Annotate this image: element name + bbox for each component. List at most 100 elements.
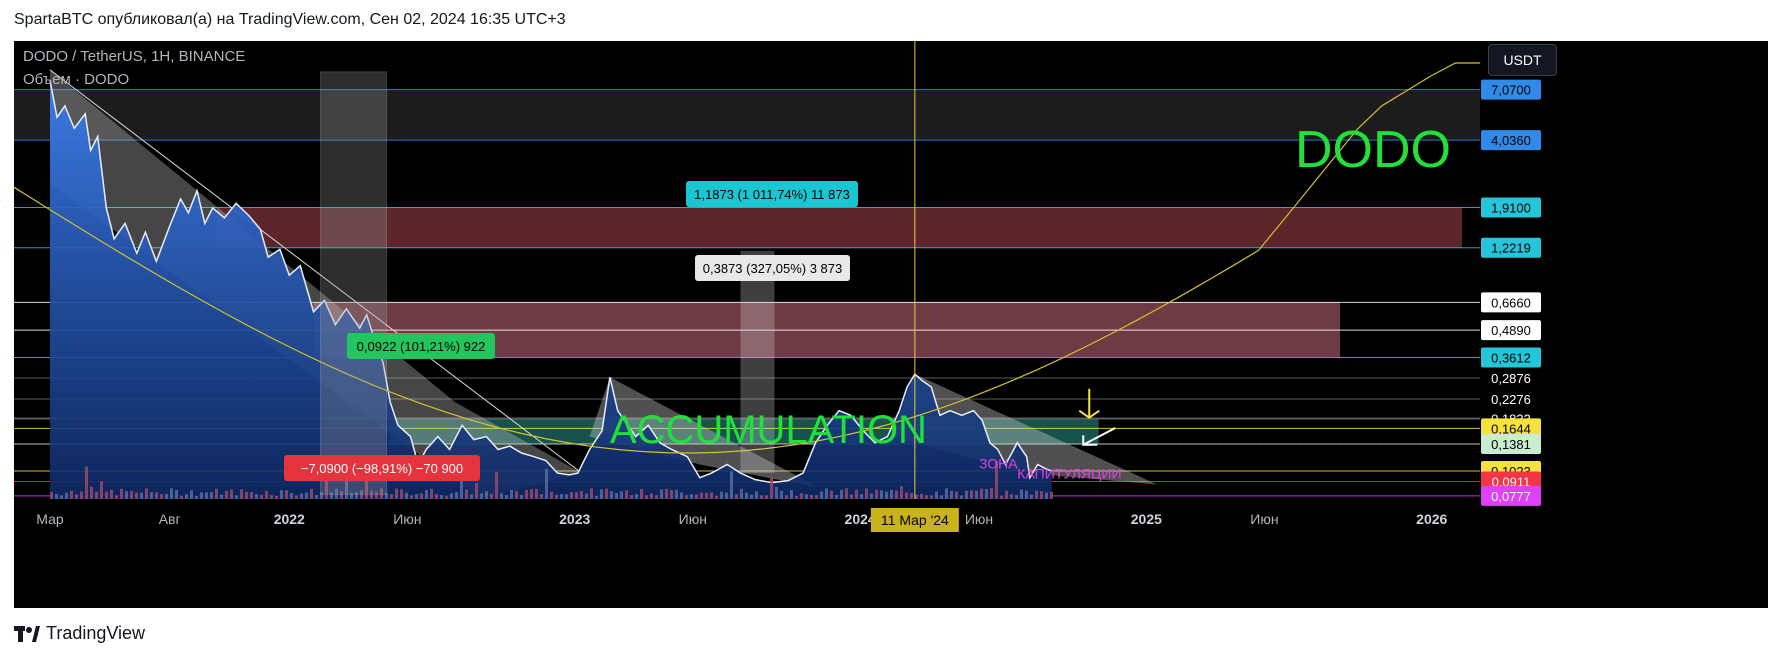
volume-bar	[260, 494, 263, 499]
volume-bar	[605, 488, 608, 499]
volume-bar	[970, 490, 973, 499]
volume-bar	[380, 488, 383, 499]
measure-label-rise-small: 0,0922 (101,21%) 922	[357, 339, 486, 354]
volume-bar	[590, 488, 593, 499]
volume-bar	[780, 490, 783, 499]
volume-bar	[635, 493, 638, 499]
volume-bar	[1010, 494, 1013, 499]
volume-bar	[215, 488, 218, 499]
volume-bar	[170, 488, 173, 499]
volume-bar	[230, 489, 233, 499]
volume-bar	[760, 495, 763, 499]
volume-bar	[190, 490, 193, 499]
volume-bar	[960, 495, 963, 499]
chart-frame[interactable]: ACCUMULATION DODO ЗОНА КАПИТУЛЯЦИИ DODO / Te…	[14, 41, 1768, 608]
volume-bar	[160, 494, 163, 499]
volume-bar	[905, 492, 908, 499]
volume-bar	[965, 490, 968, 499]
price-axis-label: 0,1644	[1491, 421, 1531, 436]
chart-subtitle: Объем · DODO	[23, 71, 129, 88]
volume-bar	[715, 495, 718, 499]
volume-bar	[950, 490, 953, 499]
tradingview-logo-icon	[14, 625, 40, 642]
price-axis-label: 0,4890	[1491, 323, 1531, 338]
measure-label-rise-mid-bg	[695, 255, 850, 281]
volume-bar	[920, 493, 923, 499]
volume-bar	[250, 492, 253, 499]
volume-bar	[180, 495, 183, 499]
volume-bar	[680, 492, 683, 499]
volume-bar	[725, 492, 728, 499]
volume-bar	[465, 489, 468, 499]
volume-bar	[75, 494, 78, 499]
time-axis-tick: 2023	[559, 511, 590, 527]
volume-bar	[600, 489, 603, 499]
volume-bar	[365, 472, 368, 499]
volume-bar	[125, 491, 128, 499]
measure-label-rise-small-bg	[347, 333, 495, 359]
volume-bar	[890, 489, 893, 499]
volume-bar	[810, 495, 813, 499]
arrow-down-left-white	[1082, 427, 1116, 446]
volume-bar	[820, 491, 823, 499]
volume-bar	[495, 472, 498, 499]
volume-bar	[305, 492, 308, 499]
volume-bar	[540, 494, 543, 499]
time-axis[interactable]	[14, 499, 1480, 608]
volume-bar	[930, 495, 933, 499]
currency-button[interactable]: USDT	[1488, 44, 1557, 76]
volume-bar	[585, 493, 588, 499]
volume-bar	[865, 488, 868, 499]
volume-bar	[535, 488, 538, 499]
volume-bar	[1035, 490, 1038, 499]
volume-bar	[130, 490, 133, 499]
volume-bar	[645, 495, 648, 499]
volume-bar	[1020, 489, 1023, 499]
volume-bar	[340, 490, 343, 499]
volume-bar	[70, 490, 73, 499]
measure-box-rise	[740, 250, 775, 474]
volume-bar	[395, 488, 398, 499]
volume-bar	[730, 471, 733, 499]
time-axis-tick: 2026	[1416, 511, 1447, 527]
price-axis-label: 0,0911	[1492, 474, 1531, 489]
volume-bar	[720, 491, 723, 499]
volume-bar	[300, 493, 303, 499]
price-axis-badge	[1481, 79, 1541, 100]
volume-bar	[320, 492, 323, 499]
price-axis-label: 7,0700	[1491, 83, 1531, 98]
time-axis-tick: Мар	[36, 511, 64, 527]
price-axis-label: 0,3612	[1491, 350, 1531, 365]
price-axis-label: 0,2876	[1491, 371, 1531, 386]
volume-bar	[550, 491, 553, 499]
price-axis-badge	[1481, 130, 1541, 151]
annotation-accumulation: ACCUMULATION	[610, 408, 927, 452]
volume-bar	[55, 494, 58, 499]
volume-bar	[775, 486, 778, 499]
publish-caption: SpartaBTC опубликовал(а) на TradingView.…	[14, 11, 566, 28]
volume-bar	[690, 494, 693, 499]
volume-bar	[805, 494, 808, 499]
crosshair-date-label: 11 Мар '24	[881, 512, 949, 528]
volume-bar	[750, 494, 753, 499]
price-axis-label: 0,1381	[1491, 437, 1531, 452]
volume-bar	[270, 495, 273, 499]
volume-bar	[80, 491, 83, 499]
arrow-down-yellow	[1078, 388, 1100, 419]
time-axis-tick: Июн	[679, 511, 707, 527]
volume-bar	[185, 494, 188, 499]
price-axis-label: 1,2219	[1491, 241, 1531, 256]
volume-bar	[255, 494, 258, 499]
volume-bar	[735, 494, 738, 499]
volume-bar	[945, 488, 948, 499]
tradingview-logo[interactable]: TradingView	[14, 623, 145, 644]
volume-bar	[620, 491, 623, 499]
chart-title: DODO / TetherUS, 1H, BINANCE	[23, 48, 245, 65]
volume-bar	[470, 494, 473, 499]
volume-bar	[115, 495, 118, 499]
volume-bar	[355, 491, 358, 499]
volume-bar	[1000, 495, 1003, 499]
volume-bar	[210, 492, 213, 499]
time-axis-tick: 2022	[274, 511, 305, 527]
